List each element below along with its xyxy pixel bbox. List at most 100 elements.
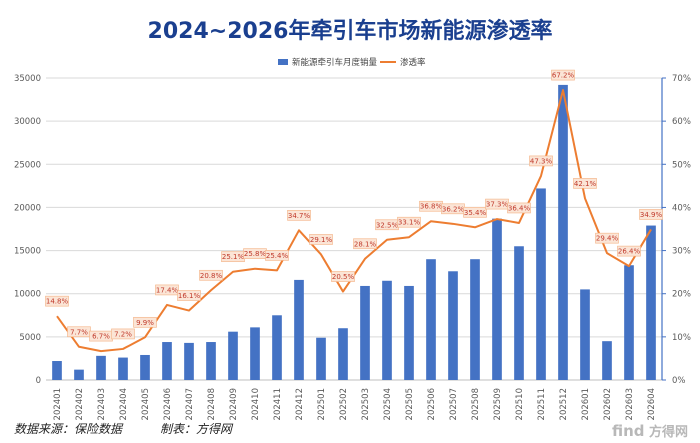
- x-tick-label: 202503: [361, 388, 371, 420]
- data-label-text: 17.4%: [156, 286, 179, 294]
- data-label-box: [133, 316, 157, 328]
- left-tick-label: 10000: [14, 290, 41, 300]
- data-label-box: [353, 238, 377, 250]
- right-tick-label: 50%: [672, 160, 691, 170]
- data-label-box: [573, 178, 597, 189]
- bar: [338, 328, 348, 380]
- x-tick-label: 202401: [53, 388, 63, 420]
- data-label: 17.4%: [155, 284, 179, 296]
- left-tick-label: 0: [36, 376, 41, 386]
- data-label-box: [111, 328, 135, 340]
- bar: [536, 188, 546, 380]
- chart-title: 2024~2026年牵引车市场新能源渗透率: [148, 18, 553, 44]
- bar-series: [52, 84, 656, 380]
- x-tick-label: 202603: [625, 388, 635, 420]
- data-label: 37.3%: [485, 198, 509, 210]
- data-label: 25.8%: [243, 248, 267, 259]
- data-label-text: 7.2%: [114, 330, 132, 338]
- x-tick-label: 202410: [251, 388, 261, 420]
- bar: [514, 246, 524, 380]
- data-label-box: [199, 269, 223, 281]
- left-tick-label: 15000: [14, 247, 41, 257]
- footer-source: 数据来源：保险数据: [14, 422, 124, 436]
- data-label-text: 67.2%: [552, 72, 575, 80]
- left-tick-label: 5000: [19, 333, 41, 343]
- right-tick-label: 30%: [672, 247, 691, 257]
- left-tick-label: 30000: [14, 117, 41, 127]
- x-axis-labels: 202401 202402 202403 202404 202405 202406 2024…: [53, 388, 657, 420]
- data-label-box: [529, 155, 553, 167]
- data-label: 29.1%: [309, 234, 333, 245]
- data-label: 20.5%: [331, 271, 355, 282]
- data-label-box: [287, 209, 311, 221]
- bar: [250, 327, 260, 380]
- data-label: 34.9%: [639, 209, 663, 220]
- data-label: 28.1%: [353, 238, 377, 250]
- x-tick-label: 202504: [383, 388, 393, 420]
- data-label-text: 20.5%: [332, 273, 355, 281]
- watermark-suffix: 方得网: [649, 424, 688, 440]
- right-tick-label: 60%: [672, 117, 691, 127]
- x-tick-label: 202402: [75, 388, 85, 420]
- bar: [118, 357, 128, 380]
- x-tick-label: 202408: [207, 388, 217, 420]
- x-tick-label: 202509: [493, 388, 503, 420]
- data-label-text: 42.1%: [574, 180, 597, 188]
- data-label-text: 34.7%: [288, 212, 311, 220]
- data-label: 9.9%: [133, 316, 157, 328]
- right-tick-label: 10%: [672, 333, 691, 343]
- data-label-text: 6.7%: [92, 333, 110, 341]
- bar: [294, 279, 304, 380]
- x-tick-label: 202508: [471, 388, 481, 420]
- bar: [404, 285, 414, 380]
- right-tick-label: 20%: [672, 290, 691, 300]
- data-label-text: 47.3%: [530, 157, 553, 165]
- data-label: 7.2%: [111, 328, 135, 340]
- data-label: 25.4%: [265, 250, 289, 261]
- bar: [140, 354, 150, 380]
- bar: [96, 355, 106, 380]
- left-tick-label: 20000: [14, 203, 41, 213]
- data-label: 36.2%: [441, 203, 465, 215]
- data-label: 14.8%: [45, 295, 69, 307]
- data-label-text: 33.1%: [398, 219, 421, 227]
- left-y-axis: 0 5000 10000 15000 20000 25000 30000 35000: [14, 74, 41, 386]
- bar: [426, 259, 436, 380]
- data-label-box: [551, 69, 575, 81]
- x-tick-label: 202511: [537, 388, 547, 420]
- data-label: 36.4%: [507, 202, 531, 214]
- data-label-box: [397, 216, 421, 228]
- x-tick-label: 202601: [581, 388, 591, 420]
- data-label: 16.1%: [177, 290, 201, 301]
- data-label-box: [639, 209, 663, 220]
- data-label-text: 32.5%: [376, 221, 399, 229]
- x-tick-label: 202411: [273, 388, 283, 420]
- data-label: 67.2%: [551, 69, 575, 81]
- data-label-text: 36.4%: [508, 204, 531, 212]
- data-label-box: [331, 271, 355, 282]
- x-tick-label: 202409: [229, 388, 239, 420]
- data-label-text: 25.4%: [266, 252, 289, 260]
- data-label: 42.1%: [573, 178, 597, 189]
- x-tick-label: 202406: [163, 388, 173, 420]
- x-tick-label: 202506: [427, 388, 437, 420]
- bar: [580, 289, 590, 380]
- x-tick-label: 202405: [141, 388, 151, 420]
- left-tick-label: 25000: [14, 160, 41, 170]
- bar: [184, 342, 194, 380]
- data-label-text: 36.2%: [442, 205, 465, 213]
- watermark-brand: find: [612, 422, 645, 440]
- data-label: 25.1%: [221, 251, 245, 263]
- data-label-text: 25.1%: [222, 253, 245, 261]
- data-label: 32.5%: [375, 219, 399, 231]
- data-label-text: 29.1%: [310, 236, 333, 244]
- data-label-text: 26.4%: [618, 248, 641, 256]
- bar: [272, 315, 282, 380]
- bar: [470, 259, 480, 380]
- data-label: 36.8%: [419, 200, 443, 212]
- x-tick-label: 202502: [339, 388, 349, 420]
- x-tick-label: 202404: [119, 388, 129, 420]
- x-tick-label: 202602: [603, 388, 613, 420]
- chart-legend: 新能源牵引车月度销量 渗透率: [278, 57, 426, 68]
- data-label-text: 37.3%: [486, 201, 509, 209]
